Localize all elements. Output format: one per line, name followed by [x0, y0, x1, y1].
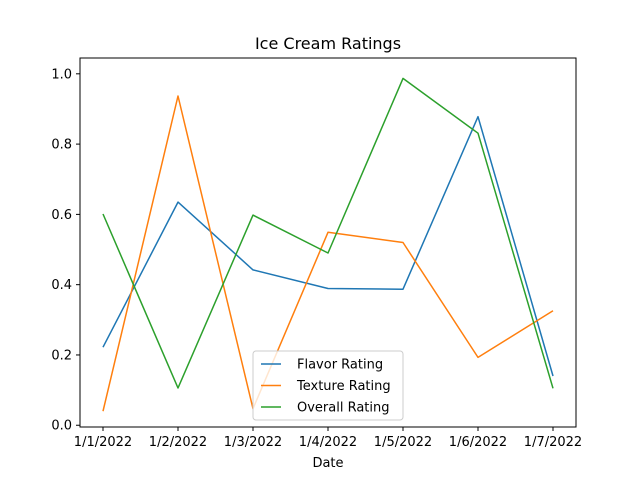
x-tick-label: 1/6/2022: [449, 435, 507, 450]
chart-title: Ice Cream Ratings: [255, 34, 401, 53]
x-tick-label: 1/2/2022: [149, 435, 207, 450]
series-layer: [102, 77, 554, 412]
series-line-flavor-rating: [102, 115, 554, 377]
y-tick-label: 0.4: [51, 278, 72, 293]
legend-label: Texture Rating: [296, 379, 391, 394]
x-axis-label: Date: [312, 456, 343, 471]
legend-label: Flavor Rating: [297, 358, 383, 373]
x-tick-label: 1/1/2022: [74, 435, 132, 450]
x-tick-label: 1/4/2022: [299, 435, 357, 450]
y-tick-label: 0.6: [51, 208, 72, 223]
x-tick-label: 1/7/2022: [524, 435, 582, 450]
x-tick-label: 1/3/2022: [224, 435, 282, 450]
axis-ticks: 1/1/2022 1/2/2022 1/3/2022 1/4/2022 1/5/2022…: [51, 67, 582, 450]
legend-box: [252, 350, 404, 421]
y-tick-label: 1.0: [51, 67, 72, 82]
legend-label: Overall Rating: [297, 401, 390, 416]
y-tick-label: 0.2: [51, 348, 72, 363]
y-tick-label: 0.0: [51, 419, 72, 434]
y-tick-label: 0.8: [51, 138, 72, 153]
legend: Flavor Rating Texture Rating Overall Ratin…: [252, 350, 404, 421]
x-tick-label: 1/5/2022: [374, 435, 432, 450]
